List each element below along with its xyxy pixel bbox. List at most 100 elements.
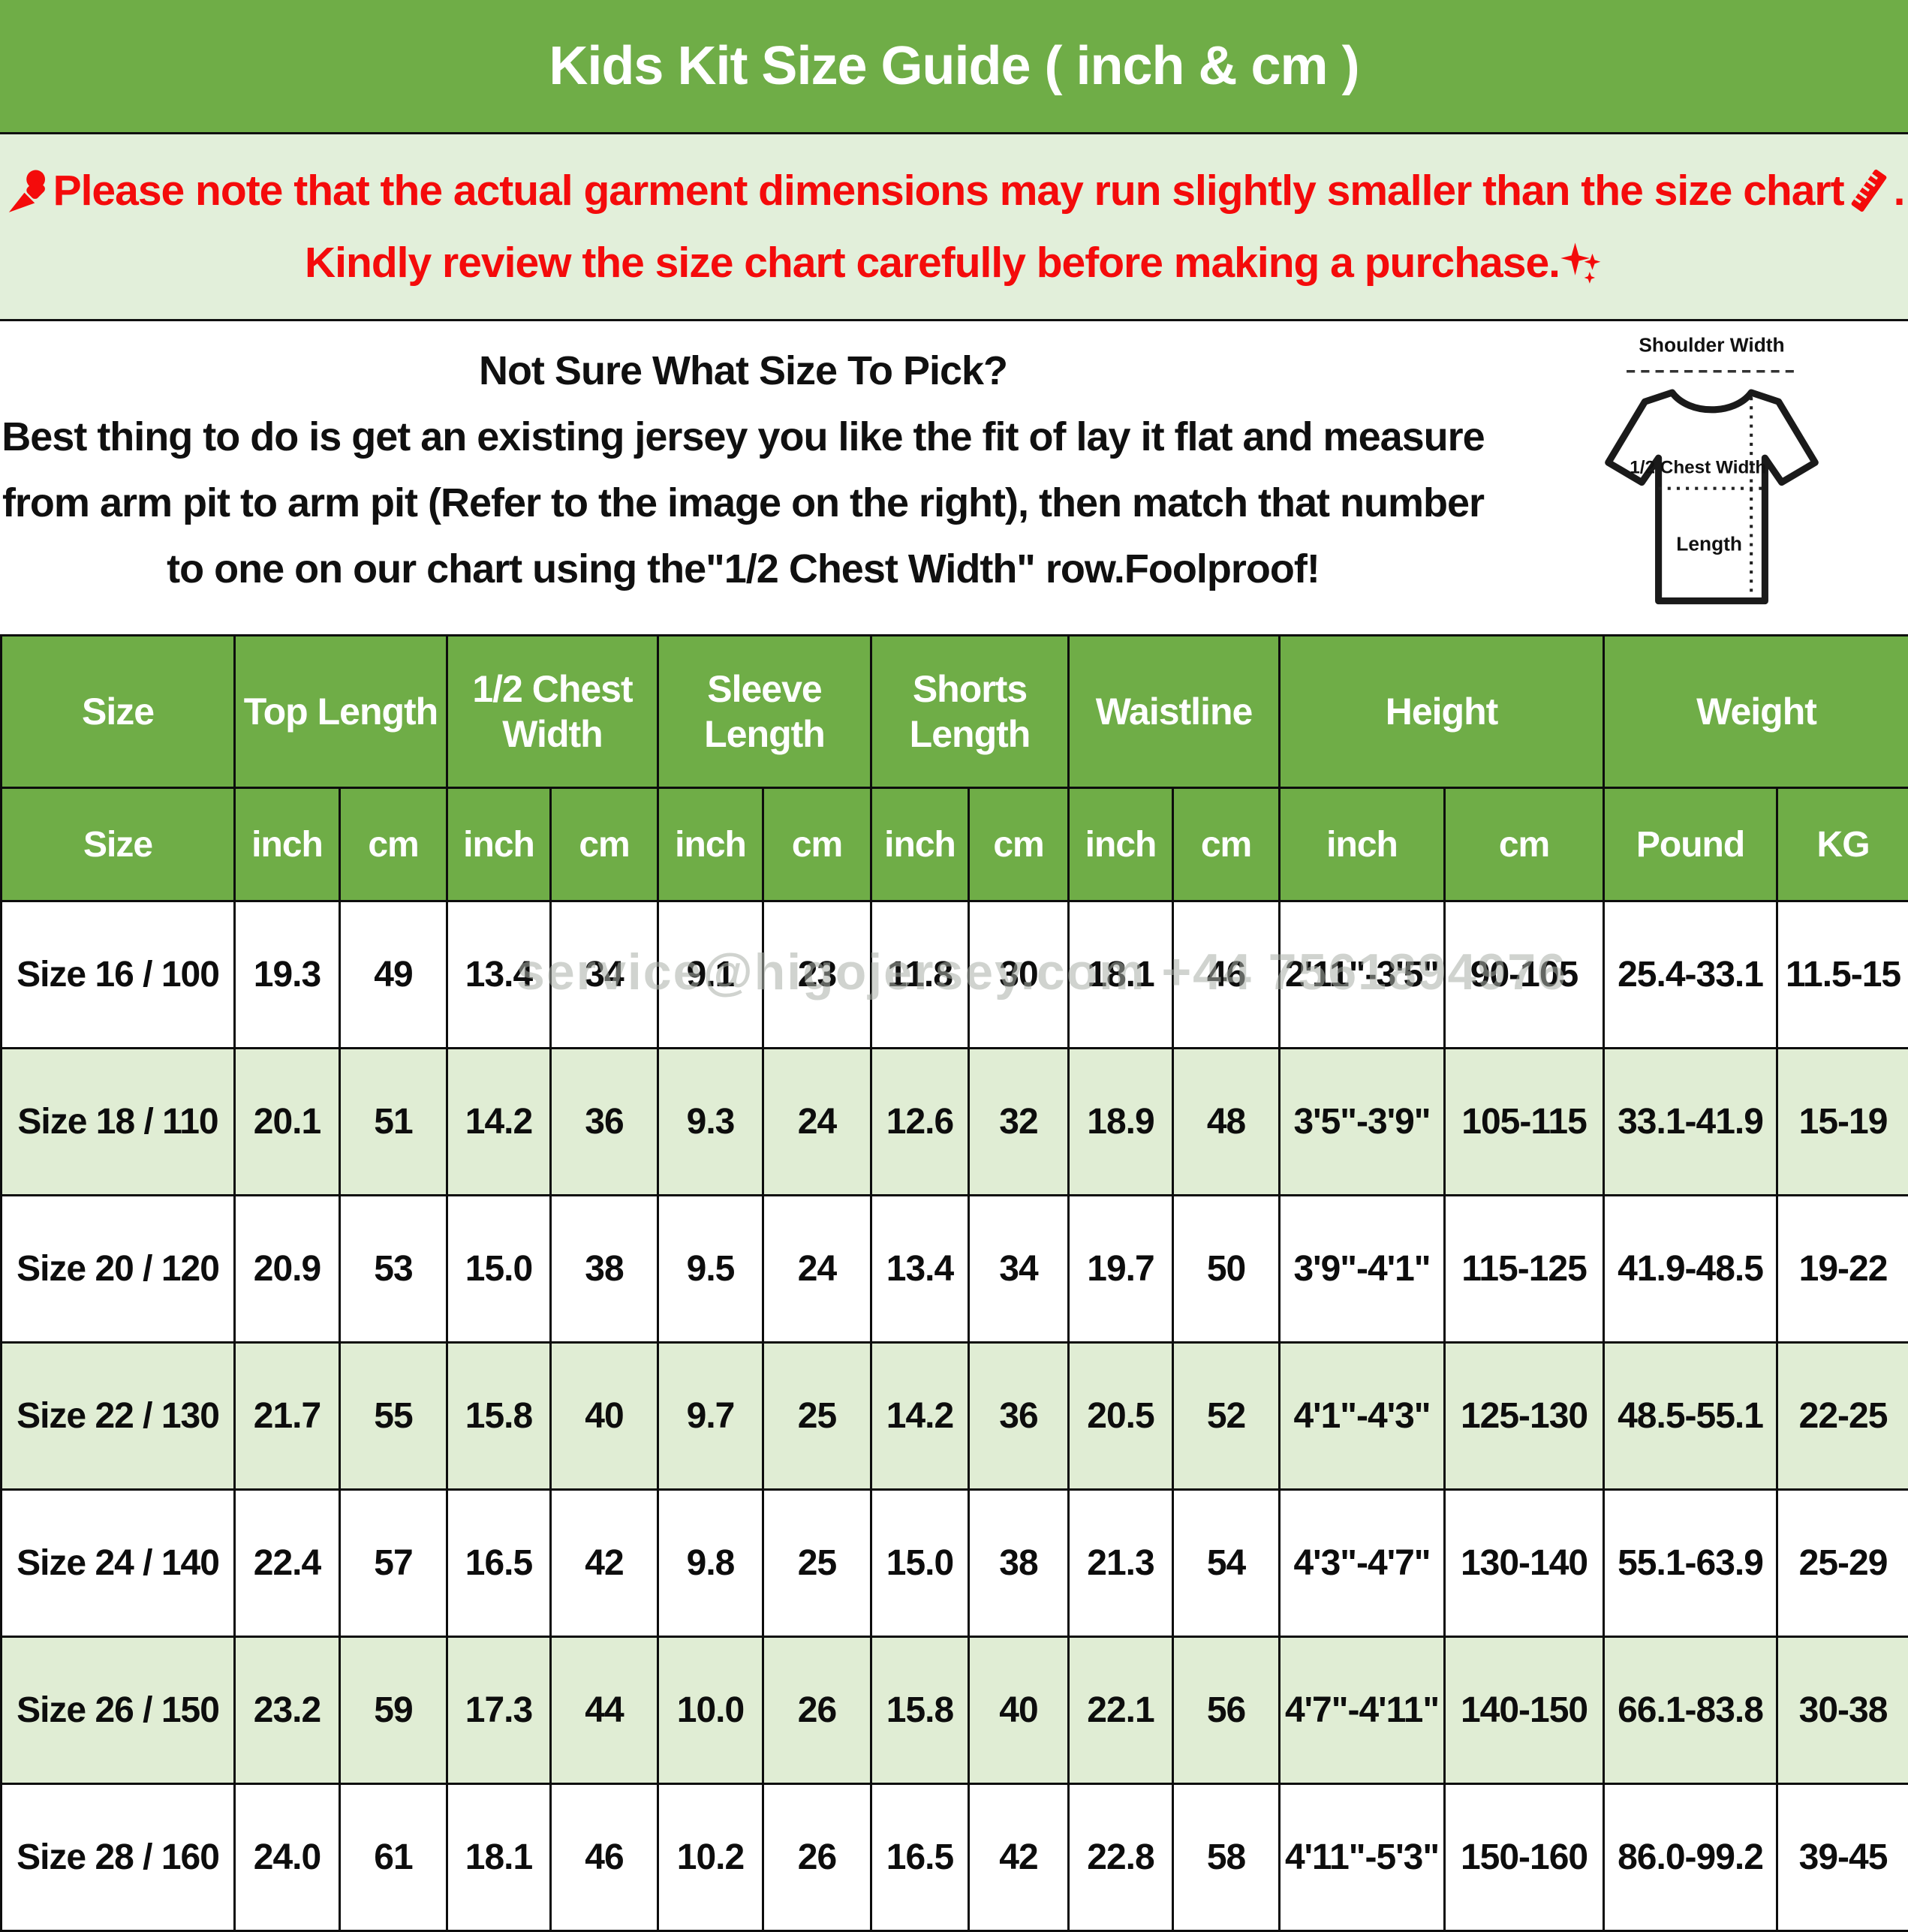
measurement-cell: 40 xyxy=(969,1637,1069,1784)
measurement-cell: 3'5"-3'9" xyxy=(1280,1049,1445,1196)
ruler-icon xyxy=(1844,166,1894,215)
header-unit-cell: KG xyxy=(1777,788,1908,901)
measurement-cell: 33.1-41.9 xyxy=(1604,1049,1777,1196)
header-unit-cell: cm xyxy=(969,788,1069,901)
measurement-cell: 115-125 xyxy=(1445,1196,1604,1343)
guide-line-3: from arm pit to arm pit (Refer to the im… xyxy=(0,470,1486,536)
header-group-cell: Waistline xyxy=(1069,636,1280,788)
half-chest-width-label: 1/2 Chest Width xyxy=(1630,457,1766,477)
shoulder-width-label: Shoulder Width xyxy=(1639,333,1784,356)
measurement-cell: 25.4-33.1 xyxy=(1604,901,1777,1049)
header-unit-cell: cm xyxy=(1445,788,1604,901)
tshirt-measurement-diagram: Shoulder Width 1/2 Chest Width Length xyxy=(1582,329,1841,625)
measurement-cell: 86.0-99.2 xyxy=(1604,1784,1777,1931)
measurement-cell: 22.8 xyxy=(1069,1784,1173,1931)
measurement-cell: 49 xyxy=(340,901,447,1049)
measurement-cell: 48.5-55.1 xyxy=(1604,1343,1777,1490)
header-unit-cell: inch xyxy=(1069,788,1173,901)
header-group-cell: Shorts Length xyxy=(871,636,1069,788)
measurement-cell: 19.3 xyxy=(235,901,340,1049)
measurement-cell: 42 xyxy=(969,1784,1069,1931)
size-label-cell: Size 16 / 100 xyxy=(2,901,235,1049)
measurement-cell: 38 xyxy=(551,1196,658,1343)
title-bar: Kids Kit Size Guide ( inch & cm ) xyxy=(0,0,1908,134)
measurement-cell: 14.2 xyxy=(447,1049,551,1196)
measurement-cell: 34 xyxy=(551,901,658,1049)
measurement-cell: 25 xyxy=(763,1343,871,1490)
measurement-cell: 14.2 xyxy=(871,1343,969,1490)
measurement-cell: 53 xyxy=(340,1196,447,1343)
measurement-cell: 24 xyxy=(763,1196,871,1343)
header-group-cell: Top Length xyxy=(235,636,447,788)
measurement-cell: 40 xyxy=(551,1343,658,1490)
measurement-cell: 23 xyxy=(763,901,871,1049)
measurement-cell: 24 xyxy=(763,1049,871,1196)
size-label-cell: Size 22 / 130 xyxy=(2,1343,235,1490)
header-unit-cell: inch xyxy=(447,788,551,901)
measurement-cell: 15-19 xyxy=(1777,1049,1908,1196)
measurement-cell: 24.0 xyxy=(235,1784,340,1931)
guide-heading: Not Sure What Size To Pick? xyxy=(0,338,1486,404)
measurement-cell: 4'1"-4'3" xyxy=(1280,1343,1445,1490)
header-unit-cell: inch xyxy=(658,788,763,901)
measurement-cell: 30-38 xyxy=(1777,1637,1908,1784)
measurement-cell: 19-22 xyxy=(1777,1196,1908,1343)
measurement-cell: 50 xyxy=(1173,1196,1280,1343)
measurement-cell: 22.1 xyxy=(1069,1637,1173,1784)
notice-line-2-text: Kindly review the size chart carefully b… xyxy=(305,238,1560,287)
header-group-cell: Sleeve Length xyxy=(658,636,871,788)
header-unit-cell: inch xyxy=(235,788,340,901)
measurement-cell: 38 xyxy=(969,1490,1069,1637)
measurement-cell: 15.0 xyxy=(871,1490,969,1637)
measurement-cell: 41.9-48.5 xyxy=(1604,1196,1777,1343)
length-label: Length xyxy=(1676,533,1742,555)
tshirt-outline xyxy=(1609,393,1815,601)
header-unit-cell: cm xyxy=(763,788,871,901)
measurement-cell: 22-25 xyxy=(1777,1343,1908,1490)
measurement-cell: 55.1-63.9 xyxy=(1604,1490,1777,1637)
measurement-cell: 57 xyxy=(340,1490,447,1637)
notice-line-1-period: . xyxy=(1894,166,1905,215)
measurement-cell: 4'7"-4'11" xyxy=(1280,1637,1445,1784)
size-label-cell: Size 20 / 120 xyxy=(2,1196,235,1343)
measurement-cell: 55 xyxy=(340,1343,447,1490)
measurement-cell: 56 xyxy=(1173,1637,1280,1784)
guide-section: Not Sure What Size To Pick? Best thing t… xyxy=(0,321,1908,634)
measurement-cell: 105-115 xyxy=(1445,1049,1604,1196)
measurement-cell: 42 xyxy=(551,1490,658,1637)
measurement-cell: 15.8 xyxy=(871,1637,969,1784)
measurement-cell: 39-45 xyxy=(1777,1784,1908,1931)
measurement-cell: 25 xyxy=(763,1490,871,1637)
measurement-cell: 15.8 xyxy=(447,1343,551,1490)
measurement-cell: 46 xyxy=(1173,901,1280,1049)
measurement-cell: 25-29 xyxy=(1777,1490,1908,1637)
measurement-cell: 36 xyxy=(551,1049,658,1196)
measurement-cell: 18.9 xyxy=(1069,1049,1173,1196)
measurement-cell: 66.1-83.8 xyxy=(1604,1637,1777,1784)
measurement-cell: 20.5 xyxy=(1069,1343,1173,1490)
measurement-cell: 54 xyxy=(1173,1490,1280,1637)
measurement-cell: 46 xyxy=(551,1784,658,1931)
guide-line-2: Best thing to do is get an existing jers… xyxy=(0,404,1486,470)
measurement-cell: 23.2 xyxy=(235,1637,340,1784)
page-title: Kids Kit Size Guide ( inch & cm ) xyxy=(549,35,1359,97)
measurement-cell: 9.7 xyxy=(658,1343,763,1490)
measurement-cell: 18.1 xyxy=(447,1784,551,1931)
guide-line-4: to one on our chart using the"1/2 Chest … xyxy=(0,536,1486,602)
measurement-cell: 26 xyxy=(763,1637,871,1784)
measurement-cell: 13.4 xyxy=(447,901,551,1049)
header-unit-cell: cm xyxy=(1173,788,1280,901)
measurement-cell: 34 xyxy=(969,1196,1069,1343)
header-unit-cell: inch xyxy=(871,788,969,901)
header-unit-cell: cm xyxy=(340,788,447,901)
measurement-cell: 26 xyxy=(763,1784,871,1931)
